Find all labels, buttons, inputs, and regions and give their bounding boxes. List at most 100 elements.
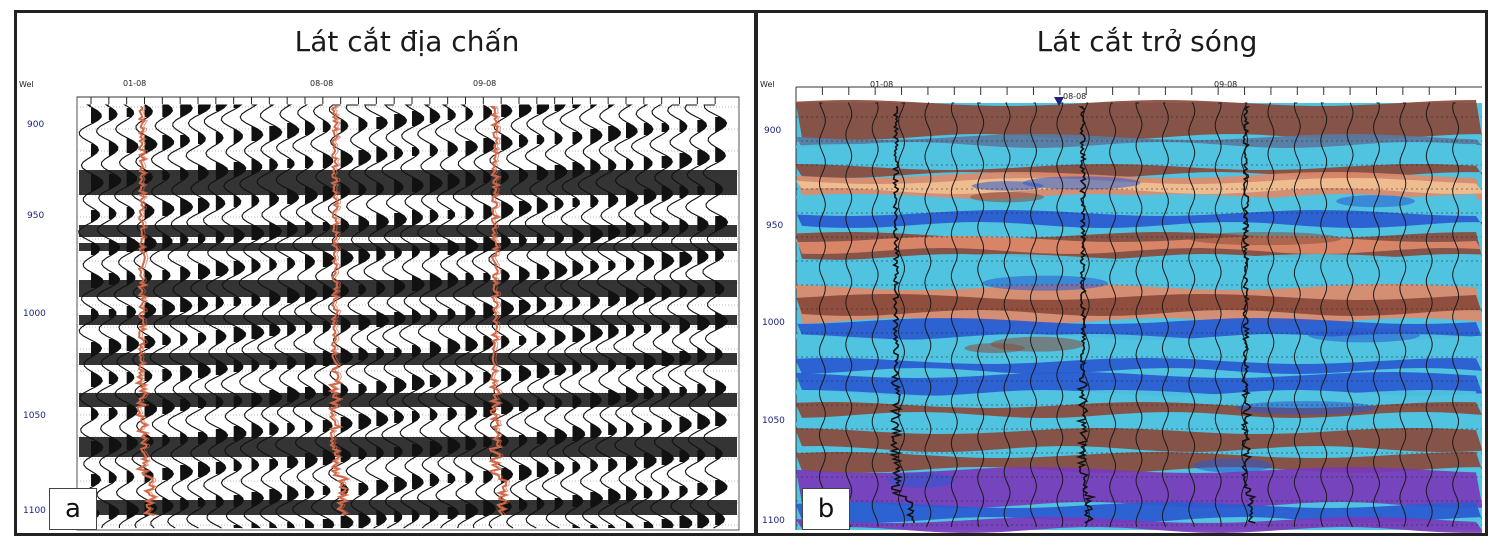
well-log-a-shadow-2	[331, 106, 352, 516]
depth-tick-b-1100: 1100	[762, 516, 785, 526]
seismic-trace	[523, 104, 550, 529]
grid-vertical-b	[871, 102, 879, 528]
seismic-section-panel: Wel 01-08 08-08 09-08 900 950 1000 1050 …	[17, 75, 754, 535]
grid-vertical-b	[818, 102, 826, 528]
panel-a-title: Lát cắt địa chấn	[294, 25, 520, 58]
depth-tick-b-900: 900	[764, 126, 781, 136]
resistivity-layer	[796, 452, 1482, 473]
grid-vertical-b	[897, 102, 906, 528]
grid-vertical-b	[1188, 102, 1196, 528]
grid-vertical-b	[924, 102, 932, 528]
grid-vertical-b	[1003, 102, 1011, 528]
depth-tick-a-900: 900	[27, 120, 44, 130]
seismic-trace-fill	[626, 123, 639, 528]
reflector-band	[79, 243, 737, 251]
corner-label-b: Wel	[760, 80, 775, 89]
well-log-b-2	[1075, 106, 1097, 524]
resistivity-layer	[796, 254, 1482, 290]
resistivity-lens	[1193, 458, 1272, 473]
panel-b-title: Lát cắt trở sóng	[1036, 25, 1258, 58]
seismic-trace-fill	[198, 105, 211, 507]
resistivity-section-panel: Wel 01-08 08-08 09-08 900 950 1000 1050 …	[758, 75, 1488, 535]
panel-a-letter: a	[49, 488, 97, 530]
grid-vertical-b	[1452, 102, 1460, 528]
panel-b-letter: b	[802, 488, 850, 530]
seismic-trace-fill	[501, 105, 514, 513]
seismic-trace-fill	[447, 108, 460, 519]
well-log-b-3	[1240, 106, 1257, 524]
resistivity-layer	[796, 372, 1482, 396]
reflector-band	[79, 315, 737, 325]
well-log-a-2	[327, 106, 350, 516]
resistivity-lens	[1336, 195, 1415, 208]
grid-vertical-b	[845, 102, 853, 528]
seismic-trace-fill	[679, 120, 692, 528]
resistivity-lens	[970, 191, 1045, 203]
depth-tick-b-1000: 1000	[762, 318, 785, 328]
seismic-trace-fill	[394, 114, 407, 522]
corner-label-a: Wel	[19, 80, 34, 89]
resistivity-layer	[796, 517, 1482, 533]
seismic-trace-fill	[536, 105, 550, 510]
grid-vertical-b	[1135, 102, 1143, 528]
well-label-b-3: 09-08	[1214, 80, 1237, 89]
seismic-trace-fill	[376, 117, 389, 525]
grid-vertical-b	[1161, 102, 1169, 528]
depth-tick-a-950: 950	[27, 211, 44, 221]
well-log-b-1	[888, 106, 915, 524]
grid-vertical-b	[1425, 102, 1433, 528]
seismic-trace-fill	[180, 105, 193, 510]
grid-vertical-b	[1293, 102, 1301, 528]
grid-vertical-b	[1346, 102, 1354, 528]
seismic-trace	[167, 104, 194, 529]
seismic-trace-fill	[661, 123, 675, 528]
depth-tick-a-1100: 1100	[23, 506, 46, 516]
well-marker-icon	[1054, 97, 1064, 106]
figure-frame: Lát cắt địa chấn Lát cắt trở sóng Wel 01…	[14, 10, 1488, 536]
resistivity-layer	[796, 100, 1482, 140]
resistivity-layer	[796, 134, 1482, 148]
seismic-section-plot: Wel 01-08 08-08 09-08 900 950 1000 1050 …	[19, 79, 740, 531]
grid-vertical-b	[1029, 102, 1038, 528]
seismic-trace-fill	[126, 108, 139, 519]
seismic-trace	[595, 104, 621, 529]
depth-tick-a-1000: 1000	[23, 309, 46, 319]
resistivity-lens	[1235, 401, 1376, 415]
seismic-trace-fill	[697, 120, 710, 528]
seismic-trace-fill	[429, 108, 443, 522]
well-label-a-1: 01-08	[123, 79, 146, 88]
seismic-trace-fill	[287, 123, 300, 528]
depth-tick-b-1050: 1050	[762, 416, 785, 426]
resistivity-lens	[1308, 328, 1420, 343]
reflector-band	[79, 437, 737, 457]
resistivity-layer	[796, 428, 1482, 452]
well-label-a-3: 09-08	[473, 79, 496, 88]
seismic-trace-fill	[91, 108, 104, 519]
resistivity-lens	[1022, 176, 1141, 190]
seismic-trace-fill	[554, 105, 567, 510]
panel-divider	[754, 13, 758, 533]
seismic-trace-fill	[108, 108, 121, 519]
seismic-trace-fill	[519, 105, 532, 510]
well-log-a-shadow-3	[492, 106, 511, 516]
depth-tick-a-1050: 1050	[23, 411, 46, 421]
resistivity-lens	[1188, 232, 1342, 246]
seismic-trace-fill	[305, 120, 318, 528]
seismic-trace	[613, 104, 640, 529]
resistivity-lens	[990, 336, 1085, 352]
well-log-a-1	[134, 106, 158, 516]
seismic-trace-fill	[643, 123, 657, 528]
grid-vertical-b	[1399, 102, 1407, 528]
resistivity-layer	[796, 178, 1482, 194]
grid-vertical-b	[950, 102, 958, 528]
grid-vertical-b	[977, 102, 985, 528]
seismic-trace-fill	[251, 126, 264, 528]
well-log-a-shadow-1	[138, 106, 160, 516]
resistivity-lens	[982, 275, 1108, 291]
seismic-trace-fill	[144, 105, 157, 516]
seismic-trace-fill	[465, 108, 478, 519]
well-label-b-2: 08-08	[1063, 92, 1086, 101]
seismic-trace-fill	[358, 117, 371, 528]
seismic-trace-fill	[215, 105, 229, 507]
seismic-trace-fill	[715, 117, 728, 525]
